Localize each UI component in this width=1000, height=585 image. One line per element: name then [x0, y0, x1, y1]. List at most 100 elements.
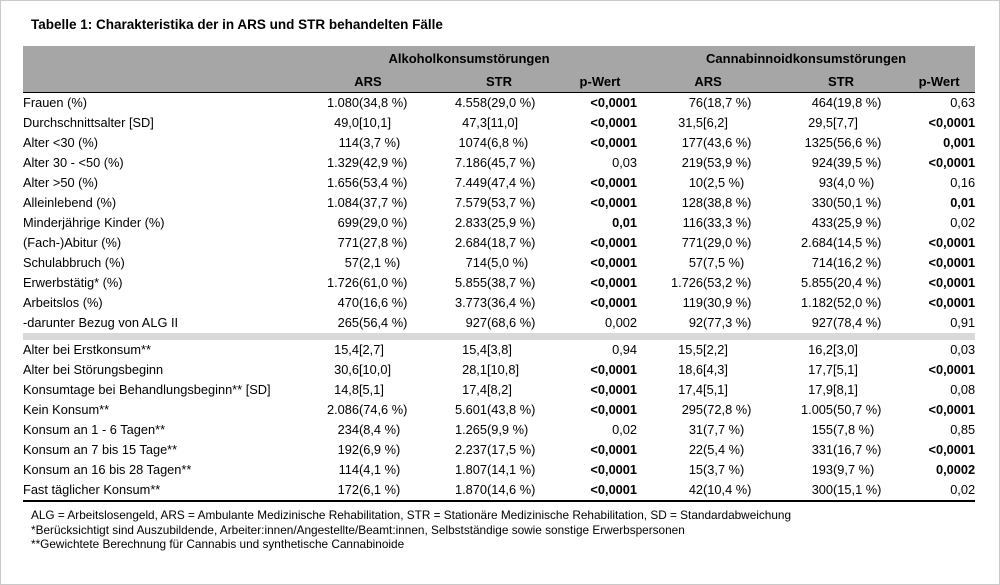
alcohol-ars-count: 234	[337, 421, 359, 437]
alcohol-p-value: <0,0001	[590, 94, 638, 110]
cannabinoid-p-value: 0,16	[950, 174, 976, 190]
cannabinoid-str-count: 193	[811, 461, 834, 477]
alcohol-ars-count: 114	[338, 461, 359, 477]
row-label: Alter bei Störungsbeginn	[23, 361, 164, 377]
col-header-cannabinoid-ars: ARS	[694, 74, 722, 89]
alcohol-ars-count: 470	[337, 294, 359, 310]
alcohol-p-value: <0,0001	[590, 481, 638, 497]
footnote-abbreviations: ALG = Arbeitslosengeld, ARS = Ambulante …	[31, 508, 792, 522]
alcohol-p-value: 0,03	[612, 154, 638, 170]
alcohol-str-count: 927	[465, 314, 487, 330]
table-row: Kein Konsum** 2.086 (74,6 %) 5.601 (43,8 %) <…	[23, 400, 975, 420]
alcohol-ars-count: 172	[337, 481, 359, 497]
alcohol-str-detail: (68,6 %)	[487, 314, 536, 330]
alcohol-str-detail: [10,8]	[487, 361, 520, 377]
row-label: Konsum an 7 bis 15 Tage**	[23, 441, 178, 457]
cannabinoid-p-value: <0,0001	[928, 361, 976, 377]
alcohol-str-detail: (18,7 %)	[487, 234, 536, 250]
row-label: Alter bei Erstkonsum**	[23, 341, 152, 357]
cannabinoid-ars-detail: (7,7 %)	[703, 421, 745, 437]
alcohol-str-count: 15,4	[462, 341, 487, 357]
cannabinoid-ars-count: 18,6	[678, 361, 704, 377]
cannabinoid-p-value: 0,0002	[935, 461, 976, 477]
cannabinoid-str-detail: [7,7]	[833, 114, 858, 130]
alcohol-str-count: 2.833	[454, 214, 487, 230]
cannabinoid-str-detail: (19,8 %)	[833, 94, 882, 110]
cannabinoid-ars-detail: (53,9 %)	[703, 154, 752, 170]
cannabinoid-str-detail: (9,7 %)	[833, 461, 875, 477]
alcohol-p-value: <0,0001	[590, 234, 638, 250]
cannabinoid-str-count: 714	[811, 254, 834, 270]
alcohol-p-value: 0,02	[612, 421, 638, 437]
section-separator-bar	[23, 333, 976, 340]
alcohol-ars-detail: (53,4 %)	[359, 174, 408, 190]
row-label: Minderjährige Kinder (%)	[23, 214, 165, 230]
cannabinoid-ars-detail: (53,2 %)	[703, 274, 752, 290]
row-label: Fast täglicher Konsum**	[23, 481, 161, 497]
cannabinoid-ars-count: 42	[688, 481, 704, 497]
row-label: Schulabbruch (%)	[23, 254, 125, 270]
cannabinoid-p-value: <0,0001	[928, 294, 976, 310]
table-row: Alter >50 (%) 1.656 (53,4 %) 7.449 (47,4 %) <…	[23, 173, 975, 193]
table-row: Alleinlebend (%) 1.084 (37,7 %) 7.579 (53,7 …	[23, 193, 975, 213]
alcohol-p-value: <0,0001	[590, 441, 638, 457]
row-label: Alleinlebend (%)	[23, 194, 117, 210]
table-row: Arbeitslos (%) 470 (16,6 %) 3.773 (36,4 %) <0…	[23, 293, 975, 313]
cannabinoid-p-value: 0,001	[943, 134, 976, 150]
cannabinoid-ars-count: 17,4	[678, 381, 704, 397]
cannabinoid-str-detail: (7,8 %)	[833, 421, 875, 437]
cannabinoid-ars-count: 119	[682, 294, 704, 310]
table-header: Alkoholkonsumstörungen Cannabinnoidkonsu…	[23, 46, 976, 93]
cannabinoid-ars-detail: [5,1]	[703, 381, 728, 397]
row-label: Kein Konsum**	[23, 401, 110, 417]
cannabinoid-ars-detail: (33,3 %)	[703, 214, 752, 230]
alcohol-str-count: 17,4	[462, 381, 487, 397]
cannabinoid-str-count: 93	[818, 174, 834, 190]
alcohol-p-value: 0,01	[612, 214, 638, 230]
cannabinoid-str-detail: (25,9 %)	[833, 214, 882, 230]
alcohol-p-value: <0,0001	[590, 361, 638, 377]
cannabinoid-ars-count: 15,5	[678, 341, 704, 357]
alcohol-ars-detail: (74,6 %)	[359, 401, 408, 417]
cannabinoid-str-detail: (14,5 %)	[833, 234, 882, 250]
row-label: Frauen (%)	[23, 94, 88, 110]
row-label: Konsumtage bei Behandlungsbeginn** [SD]	[23, 381, 271, 397]
alcohol-str-count: 47,3	[462, 114, 487, 130]
cannabinoid-str-detail: (20,4 %)	[833, 274, 882, 290]
cannabinoid-str-detail: (4,0 %)	[833, 174, 875, 190]
cannabinoid-str-count: 1.182	[801, 294, 834, 310]
cannabinoid-ars-count: 771	[681, 234, 704, 250]
alcohol-ars-count: 15,4	[334, 341, 359, 357]
cannabinoid-str-detail: (78,4 %)	[833, 314, 882, 330]
cannabinoid-ars-count: 22	[688, 441, 704, 457]
alcohol-str-count: 714	[465, 254, 487, 270]
table-row: Minderjährige Kinder (%) 699 (29,0 %) 2.833…	[23, 213, 975, 233]
table-row: Durchschnittsalter [SD] 49,0 [10,1] 47,3 [11…	[23, 113, 975, 133]
alcohol-str-detail: (14,1 %)	[487, 461, 536, 477]
cannabinoid-str-count: 29,5	[808, 114, 834, 130]
empty-header-cell	[23, 46, 301, 71]
alcohol-str-count: 7.449	[454, 174, 487, 190]
table-row: Fast täglicher Konsum** 172 (6,1 %) 1.870 (1…	[23, 480, 976, 501]
cannabinoid-ars-count: 219	[681, 154, 704, 170]
table-row: Konsum an 7 bis 15 Tage** 192 (6,9 %) 2.237…	[23, 440, 975, 460]
cannabinoid-ars-count: 92	[688, 314, 704, 330]
table-body: Frauen (%) 1.080 (34,8 %) 4.558 (29,0 %) <0,0…	[23, 93, 976, 501]
alcohol-ars-detail: (42,9 %)	[359, 154, 408, 170]
alcohol-ars-count: 771	[337, 234, 359, 250]
cannabinoid-str-count: 924	[811, 154, 834, 170]
cannabinoid-str-detail: (16,7 %)	[833, 441, 882, 457]
alcohol-p-value: <0,0001	[590, 461, 638, 477]
alcohol-str-count: 2.237	[454, 441, 487, 457]
alcohol-ars-count: 1.329	[326, 154, 359, 170]
cannabinoid-ars-count: 76	[688, 94, 704, 110]
cannabinoid-str-detail: (39,5 %)	[833, 154, 882, 170]
alcohol-ars-count: 1.080	[326, 94, 359, 110]
alcohol-str-detail: (47,4 %)	[487, 174, 536, 190]
cannabinoid-ars-detail: (43,6 %)	[703, 134, 752, 150]
cannabinoid-p-value: 0,02	[950, 214, 976, 230]
empty-header-cell	[23, 71, 301, 93]
alcohol-str-count: 28,1	[462, 361, 487, 377]
cannabinoid-ars-count: 177	[681, 134, 704, 150]
